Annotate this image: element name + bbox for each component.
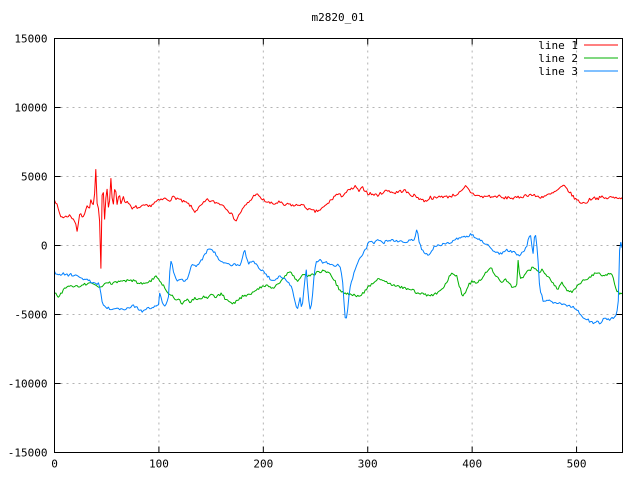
plot-title: m2820_01: [312, 11, 365, 24]
series-lines: [54, 169, 623, 325]
legend-label: line 2: [538, 52, 578, 65]
x-tick-label: 300: [358, 458, 378, 471]
legend-label: line 1: [538, 39, 578, 52]
legend-label: line 3: [538, 65, 578, 78]
y-tick-label: 0: [41, 240, 48, 253]
x-axis-labels: 0 100 200 300 400 500: [51, 458, 586, 471]
x-tick-label: 200: [253, 458, 273, 471]
y-axis-labels: -15000 -10000 -5000 0 5000 10000 15000: [8, 33, 48, 460]
series-line-1: [54, 169, 623, 269]
y-tick-label: 5000: [21, 171, 48, 184]
y-tick-label: -15000: [8, 447, 48, 460]
plot-border: [54, 38, 623, 453]
legend: line 1 line 2 line 3: [538, 39, 618, 78]
series-line-2: [54, 260, 623, 305]
x-tick-label: 500: [567, 458, 587, 471]
y-tick-label: 10000: [14, 102, 47, 115]
x-tick-label: 400: [462, 458, 482, 471]
x-tick-label: 0: [51, 458, 58, 471]
y-tick-label: -5000: [14, 309, 47, 322]
axis-ticks: [54, 38, 623, 453]
series-line-3: [54, 229, 623, 325]
x-tick-label: 100: [149, 458, 169, 471]
y-tick-label: -10000: [8, 378, 48, 391]
y-tick-label: 15000: [14, 33, 47, 46]
